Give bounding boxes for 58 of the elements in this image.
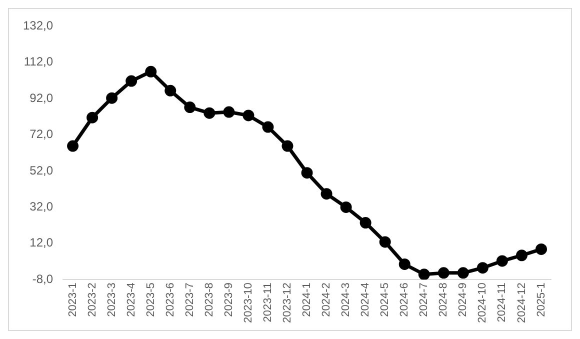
point [223, 106, 235, 118]
point [496, 255, 508, 267]
x-tick-label: 2024-8 [438, 282, 450, 317]
x-tick-label: 2024-12 [516, 282, 528, 324]
x-tick-label: 2023-12 [282, 282, 294, 324]
point [262, 121, 274, 133]
point [282, 140, 294, 152]
x-tick-label: 2023-4 [125, 282, 138, 317]
point [106, 92, 118, 104]
x-tick-label: 2023-7 [184, 282, 196, 317]
x-tick-label: 2025-1 [535, 282, 548, 317]
x-tick-label: 2023-8 [203, 282, 216, 317]
point [67, 140, 79, 152]
y-tick-label: 32,0 [30, 200, 54, 214]
point [457, 267, 469, 279]
x-tick-label: 2024-6 [398, 282, 411, 317]
point [204, 107, 216, 119]
point [86, 112, 98, 124]
point [145, 66, 157, 78]
x-tick-label: 2023-6 [164, 282, 176, 317]
x-tick-label: 2024-7 [418, 282, 430, 317]
y-tick-label: 12,0 [30, 236, 54, 250]
x-tick-label: 2023-3 [106, 282, 118, 317]
x-tick-label: 2023-2 [86, 282, 98, 317]
y-tick-label: 112,0 [24, 54, 54, 69]
y-tick-label: -8,0 [32, 272, 54, 286]
point [184, 102, 196, 114]
point [379, 236, 391, 248]
x-tick-label: 2024-1 [301, 282, 314, 317]
x-tick-label: 2024-10 [476, 282, 489, 324]
point [301, 167, 313, 179]
x-tick-label: 2024-4 [360, 282, 372, 317]
y-tick-label: 92,0 [30, 90, 54, 105]
x-tick-label: 2023-9 [222, 282, 235, 317]
x-tick-label: 2024-11 [496, 282, 508, 322]
y-tick-label: 72,0 [30, 127, 54, 142]
x-tick-label: 2023-10 [242, 282, 254, 324]
x-tick-label: 2024-2 [320, 282, 333, 317]
point [438, 267, 450, 279]
point [164, 84, 176, 96]
x-tick-label: 2024-5 [379, 282, 392, 317]
x-tick-label: 2024-3 [340, 282, 352, 317]
point [320, 188, 332, 200]
point [476, 262, 488, 274]
point [398, 258, 410, 270]
point [516, 250, 528, 262]
point [360, 217, 372, 229]
x-tick-label: 2023-11 [262, 282, 274, 322]
y-tick-label: 52,0 [30, 163, 54, 178]
point [242, 110, 254, 122]
point [418, 268, 430, 280]
x-tick-label: 2024-9 [457, 282, 470, 317]
y-tick-label: 132,0 [23, 18, 54, 33]
point [126, 75, 138, 87]
point [340, 201, 352, 213]
x-tick-label: 2023-5 [144, 282, 157, 317]
point [535, 243, 547, 255]
x-tick-label: 2023-1 [66, 282, 79, 317]
